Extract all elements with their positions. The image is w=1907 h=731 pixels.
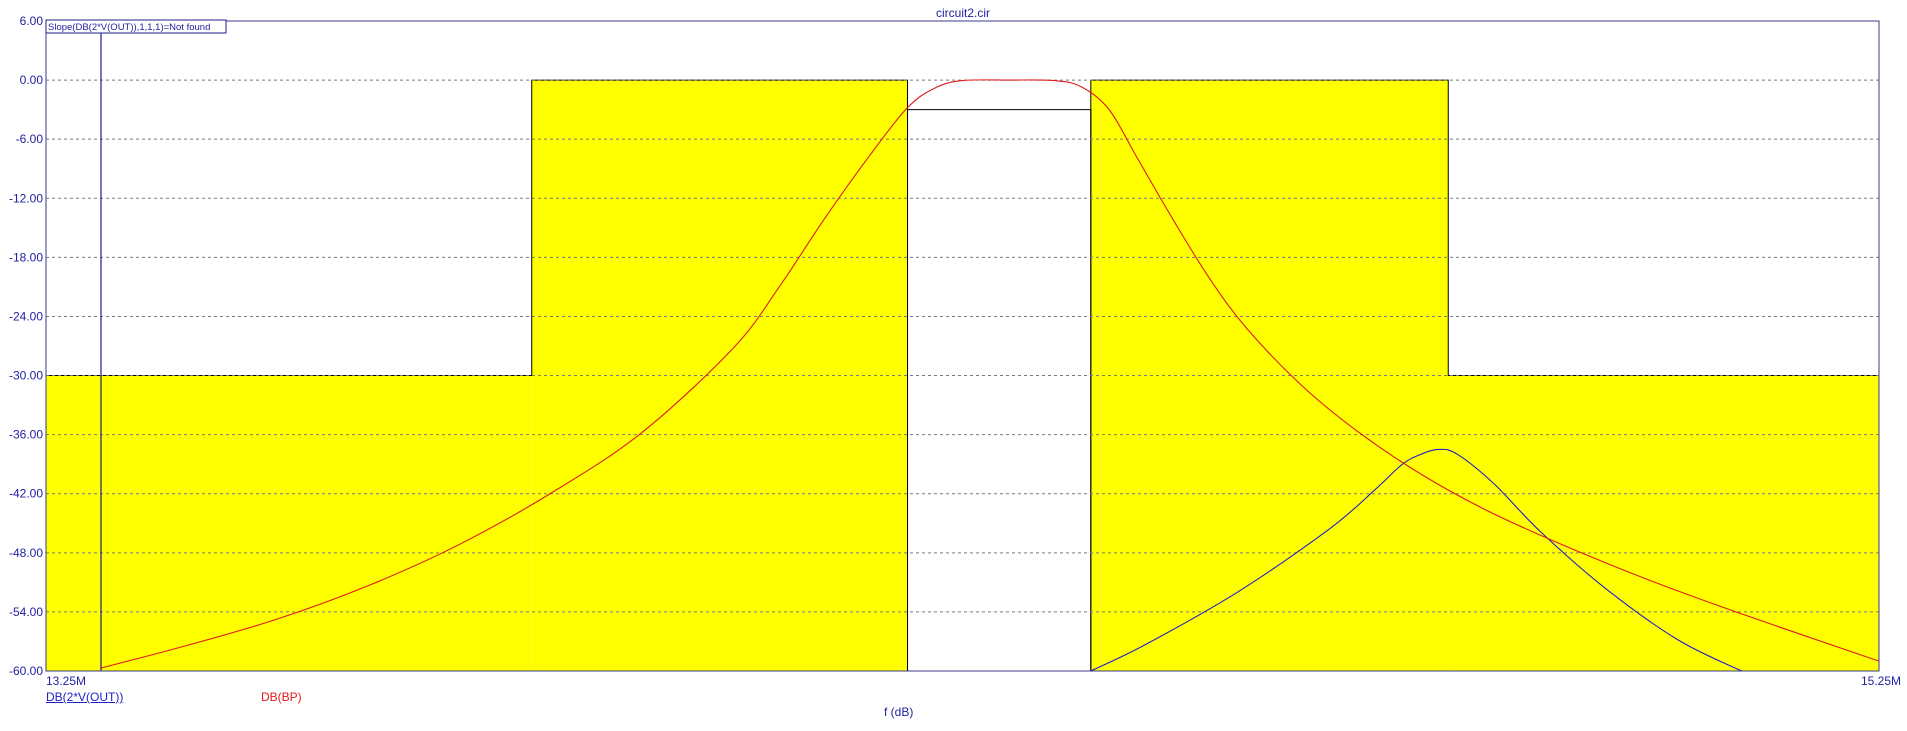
y-tick-label: -18.00 (9, 250, 43, 264)
legend-series-out[interactable]: DB(2*V(OUT)) (46, 690, 124, 704)
y-tick-label: -24.00 (9, 309, 43, 323)
y-tick-label: -54.00 (9, 605, 43, 619)
x-axis-label: f (dB) (884, 705, 914, 719)
y-tick-label: -42.00 (9, 487, 43, 501)
x-tick-label: 15.25M (1861, 674, 1901, 688)
y-tick-label: -48.00 (9, 546, 43, 560)
measurement-box (45, 19, 227, 34)
passband-outline (907, 109, 1092, 671)
series-line-out (1090, 448, 1742, 672)
y-tick-label: -12.00 (9, 191, 43, 205)
y-tick-label: -30.00 (9, 369, 43, 383)
chart-title: circuit2.cir (936, 6, 991, 20)
y-tick-label: 0.00 (20, 73, 44, 87)
y-tick-label: -36.00 (9, 428, 43, 442)
mask-region-0 (46, 375, 532, 671)
plot-frame (45, 20, 1880, 672)
series-line-bp (100, 79, 1880, 669)
x-tick-label: 13.25M (46, 674, 86, 688)
y-tick-label: -60.00 (9, 664, 43, 678)
y-tick-label: 6.00 (20, 14, 44, 28)
passband-window (907, 109, 1091, 672)
y-tick-label: -6.00 (16, 132, 44, 146)
measurement-text: Slope(DB(2*V(OUT)),1,1,1)=Not found (48, 22, 210, 33)
legend-series-bp[interactable]: DB(BP) (261, 690, 302, 704)
mask-region-3 (1448, 375, 1879, 671)
